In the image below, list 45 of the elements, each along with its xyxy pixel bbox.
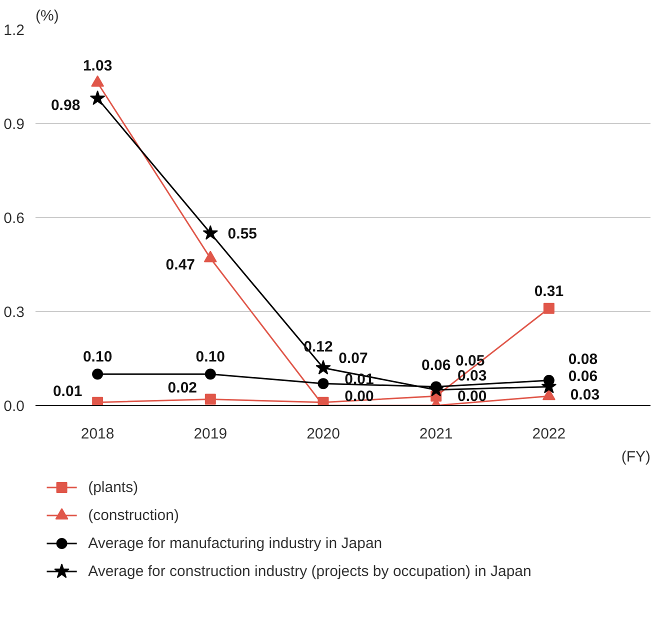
y-tick-label: 0.0 [4,398,25,415]
x-axis-title: (FY) [621,448,651,466]
data-label: 0.06 [422,357,451,374]
point [91,75,104,87]
point [92,396,104,406]
data-label: 0.00 [458,388,487,405]
point [202,225,218,240]
data-label: 0.06 [568,368,598,386]
point [543,302,554,314]
data-label: 0.55 [228,226,258,243]
data-label: 0.31 [534,282,564,300]
y-tick-label: 1.2 [4,22,25,39]
legend-label: (construction) [88,507,179,524]
point [318,378,329,390]
x-tick-label: 2019 [194,426,228,442]
y-tick-label: 0.6 [4,210,25,227]
data-label: 0.01 [52,382,82,400]
point [90,90,106,105]
point [316,360,331,374]
data-label: 0.03 [570,386,600,404]
x-tick-label: 2022 [532,426,566,442]
point [542,388,556,400]
data-label: 0.98 [50,96,80,114]
x-tick-label: 2020 [306,426,340,442]
y-tick-label: 0.3 [4,304,25,321]
data-label: 0.10 [82,348,112,366]
x-tick-label: 2021 [419,426,453,442]
data-label: 0.02 [168,380,198,397]
data-label: 0.08 [568,350,598,368]
data-label: 0.07 [338,350,368,368]
point [204,250,217,262]
point [92,368,104,380]
legend-label: Average for manufacturing industry in Japan [88,535,382,552]
point [204,368,216,380]
legend-label: Average for construction industry (projects by occupation) in Japan [88,563,532,580]
data-label: 0.47 [166,256,196,274]
data-label: 0.10 [196,348,226,366]
point [204,394,216,405]
x-tick-label: 2018 [80,426,114,442]
data-label: 0.03 [458,368,487,385]
y-axis-title: (%) [36,8,59,24]
legend-label: (plants) [88,479,138,496]
data-label: 1.03 [82,57,112,74]
data-label: 0.01 [344,370,374,388]
y-tick-label: 0.9 [4,116,25,133]
